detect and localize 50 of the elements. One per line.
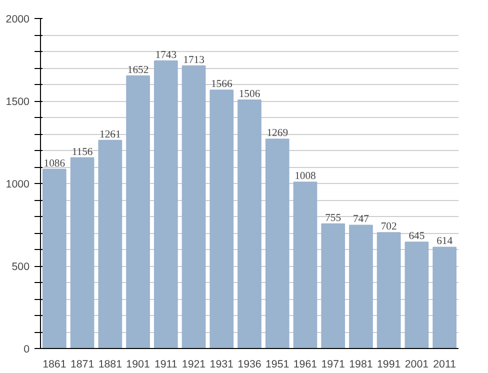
x-tick-label: 1971 (321, 358, 346, 370)
x-tick-label: 1881 (98, 358, 122, 370)
data-label: 1743 (155, 50, 177, 61)
bar (210, 90, 234, 348)
data-label: 1086 (44, 158, 66, 170)
bar (349, 224, 373, 348)
y-tick-label: 0 (24, 344, 30, 356)
data-label: 1261 (100, 129, 121, 140)
data-label: 645 (408, 231, 425, 242)
bar (42, 168, 66, 348)
x-tick-label: 1981 (349, 358, 373, 370)
data-label: 1156 (72, 146, 94, 158)
bar (265, 138, 290, 348)
x-tick-label: 2001 (404, 358, 429, 370)
y-tick-label: 1500 (6, 96, 30, 108)
x-tick-label: 1871 (70, 358, 94, 370)
data-label: 1566 (210, 79, 233, 90)
y-tick-label: 2000 (6, 14, 30, 26)
bar (404, 242, 429, 348)
x-tick-label: 1951 (266, 358, 290, 370)
bar (126, 75, 150, 348)
bar (238, 100, 262, 348)
data-label: 1506 (238, 89, 261, 100)
x-tick-label: 1921 (182, 358, 206, 370)
bar (293, 182, 318, 348)
data-label: 614 (436, 236, 454, 248)
bar (376, 232, 401, 348)
bar (182, 65, 206, 348)
data-label: 755 (325, 212, 342, 224)
y-tick-label: 1000 (6, 178, 30, 190)
bar (70, 157, 94, 348)
data-label: 1008 (294, 171, 316, 182)
y-tick-label: 500 (12, 261, 30, 273)
x-tick-label: 1961 (293, 358, 318, 370)
data-label: 1269 (266, 128, 288, 140)
bar (98, 140, 122, 348)
x-tick-label: 1936 (238, 358, 262, 370)
data-label: 1652 (127, 64, 149, 76)
x-tick-label: 2011 (433, 358, 456, 370)
x-tick-label: 1911 (154, 358, 178, 370)
bar (432, 246, 456, 348)
x-tick-label: 1861 (42, 358, 66, 370)
x-tick-label: 1931 (210, 358, 234, 370)
data-label: 747 (352, 214, 370, 226)
data-label: 702 (380, 222, 397, 233)
x-tick-label: 1901 (126, 358, 150, 370)
data-label: 1713 (183, 54, 204, 66)
bar (154, 60, 178, 348)
bar (321, 223, 346, 348)
x-tick-label: 1991 (376, 358, 401, 370)
